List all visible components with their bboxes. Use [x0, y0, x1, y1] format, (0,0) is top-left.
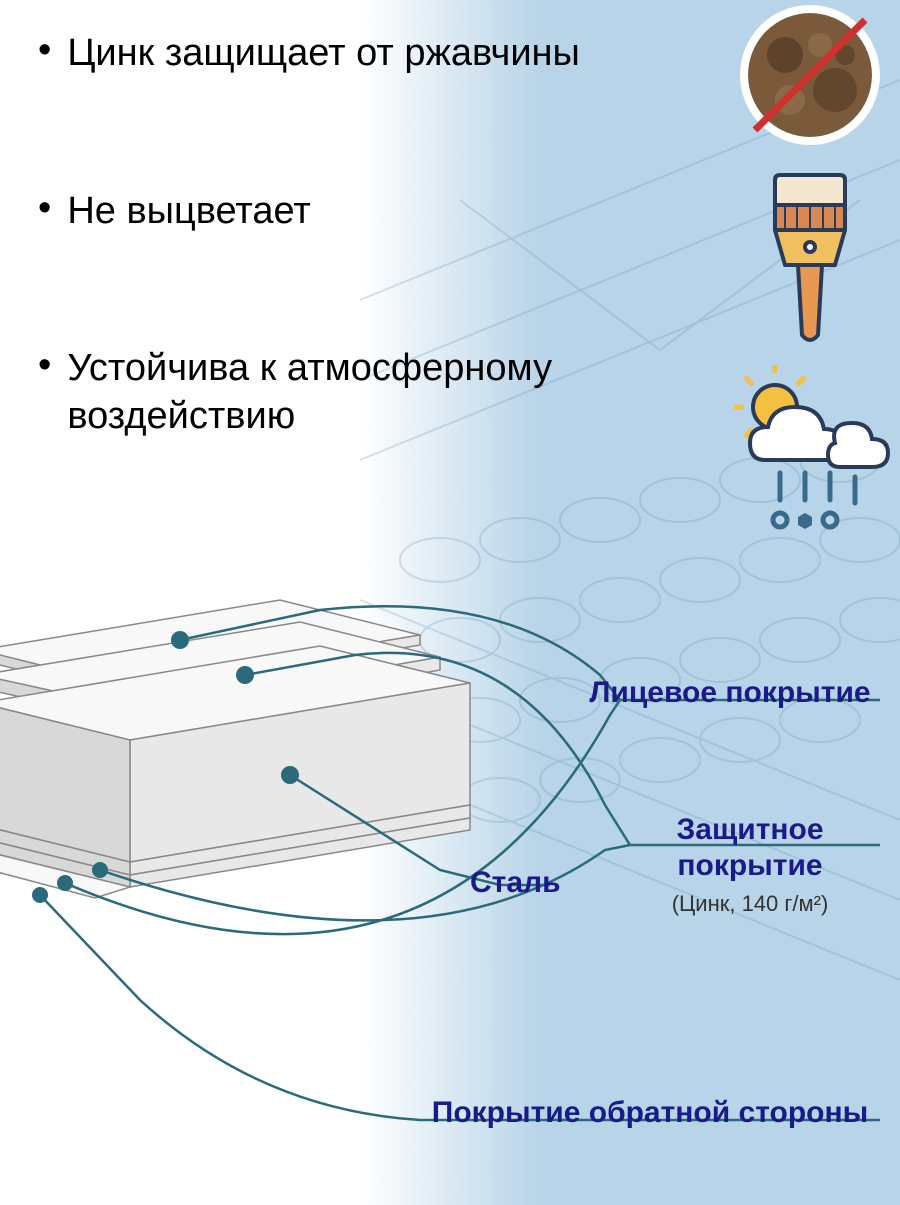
bullet-1: • Цинк защищает от ржавчины: [38, 30, 638, 78]
label-face-coating: Лицевое покрытие: [580, 675, 880, 711]
bullet-text: Устойчива к атмосферному воздействию: [67, 345, 638, 440]
bullet-list: • Цинк защищает от ржавчины • Не выцвета…: [38, 30, 638, 550]
bullet-dot: •: [38, 27, 51, 75]
bullet-3: • Устойчива к атмосферному воздействию: [38, 345, 638, 440]
paintbrush-icon: [750, 170, 870, 345]
bullet-dot: •: [38, 342, 51, 390]
bullet-dot: •: [38, 185, 51, 233]
layer-diagram: Лицевое покрытие Защитное покрытие (Цинк…: [0, 580, 900, 1200]
weather-icon: [720, 365, 900, 540]
bullet-text: Цинк защищает от ржавчины: [67, 30, 580, 78]
bullet-text: Не выцветает: [67, 188, 310, 236]
label-back-coating: Покрытие обратной стороны: [420, 1095, 880, 1131]
label-protective-coating: Защитное покрытие (Цинк, 140 г/м²): [620, 812, 880, 920]
bullet-2: • Не выцветает: [38, 188, 638, 236]
icons-column: [730, 0, 890, 540]
label-steel: Сталь: [470, 865, 590, 901]
no-rust-icon: [735, 0, 885, 150]
